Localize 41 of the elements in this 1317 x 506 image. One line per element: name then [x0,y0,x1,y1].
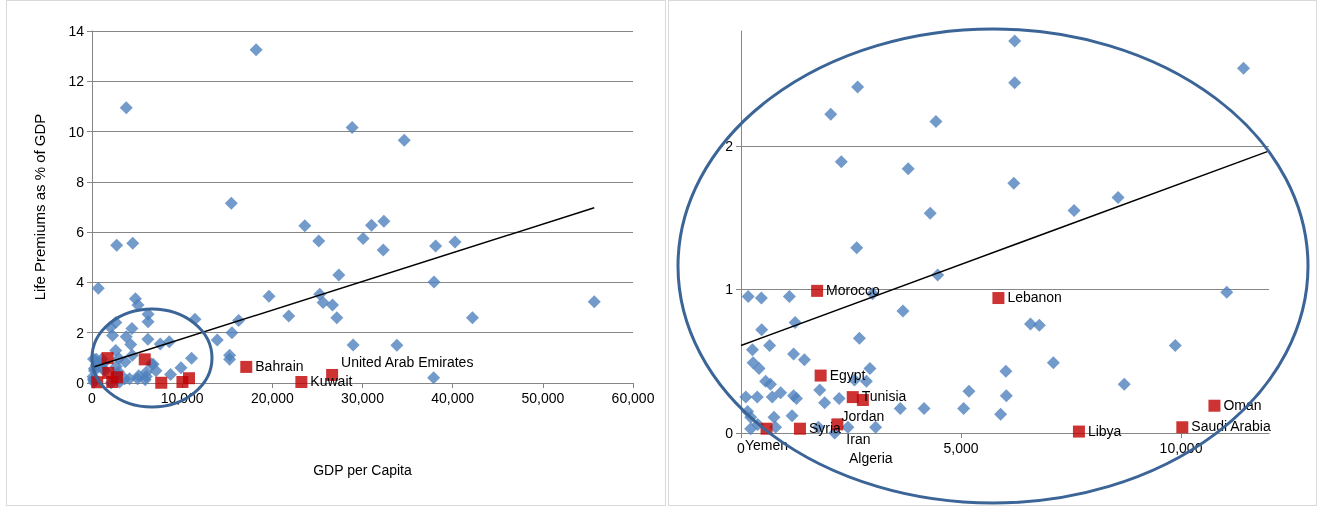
y-tick-label: 12 [68,73,85,90]
x-tick-label: 50,000 [521,390,565,406]
annotation: Egypt [829,366,866,383]
point [1208,399,1221,412]
y-tick-label: 4 [76,274,85,291]
point [793,422,806,435]
y-tick-label: 2 [76,324,85,341]
annotation: Lebanon [1007,289,1062,306]
x-tick-label: 5,000 [943,440,979,456]
y-tick-label: 10 [68,123,85,140]
point [1072,425,1085,438]
y-tick-label: 6 [76,224,85,241]
point [814,369,827,382]
y-axis-title: Life Premiums as % of GDP [31,113,48,301]
annotation: Syria [808,419,842,436]
annotation: Jordan [841,407,885,424]
x-tick-label: 40,000 [431,390,475,406]
annotation: Yemen [744,436,789,453]
x-tick-label: 60,000 [611,390,655,406]
y-tick-label: 14 [68,23,85,39]
annotation: Libya [1087,422,1122,439]
y-tick-label: 2 [725,137,734,154]
annotation: Kuwait [310,372,353,389]
y-tick-label: 1 [725,281,734,298]
annotation: Tunisia [861,388,907,405]
x-tick-label: 0 [737,440,746,456]
x-tick-label: 0 [88,390,97,406]
annotation: Iran [846,431,871,448]
x-tick-label: 30,000 [341,390,385,406]
annotation: Morocco [826,281,881,298]
annotation: Algeria [849,450,893,467]
point [811,284,824,297]
y-tick-label: 8 [76,173,85,190]
point [1176,421,1189,434]
x-axis-title: GDP per Capita [313,462,412,478]
y-tick-label: 0 [725,425,734,441]
x-tick-label: 20,000 [250,390,294,406]
annotation: Bahrain [255,357,304,374]
annotation: United Arab Emirates [341,353,474,370]
y-tick-label: 0 [76,375,85,391]
point [992,292,1005,305]
